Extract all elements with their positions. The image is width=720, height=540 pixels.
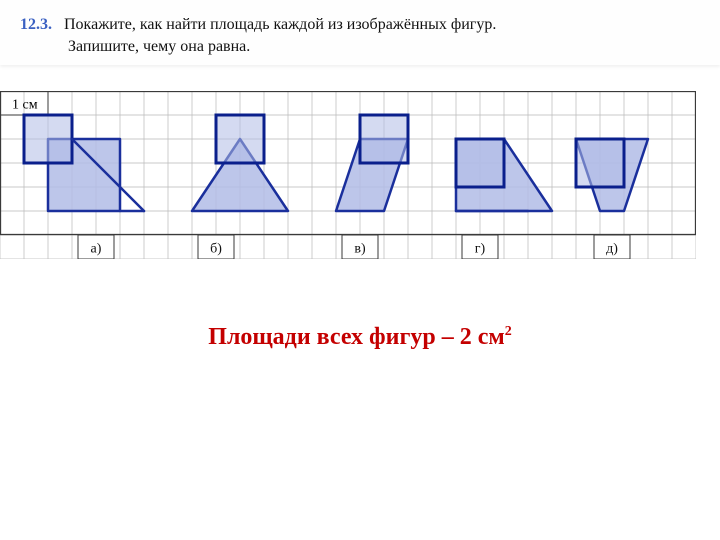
svg-text:д): д)	[606, 241, 618, 256]
figure-grid: 1 см а) б) в) г) д)	[0, 91, 720, 264]
svg-text:г): г)	[475, 241, 486, 256]
svg-text:1 см: 1 см	[12, 97, 38, 112]
task-text-line1: Покажите, как найти площадь каждой из из…	[64, 16, 496, 33]
svg-text:б): б)	[210, 241, 222, 256]
grid-svg: 1 см а) б) в) г) д)	[0, 91, 696, 259]
answer-text: Площади всех фигур – 2 см	[208, 324, 504, 350]
answer-exponent: 2	[505, 324, 512, 339]
task-header: 12.3. Покажите, как найти площадь каждой…	[0, 0, 720, 65]
task-text-line2: Запишите, чему она равна.	[20, 36, 700, 58]
task-number: 12.3.	[20, 16, 52, 33]
answer-line: Площади всех фигур – 2 см2	[0, 324, 720, 351]
svg-text:в): в)	[354, 241, 366, 256]
svg-text:а): а)	[91, 241, 102, 256]
